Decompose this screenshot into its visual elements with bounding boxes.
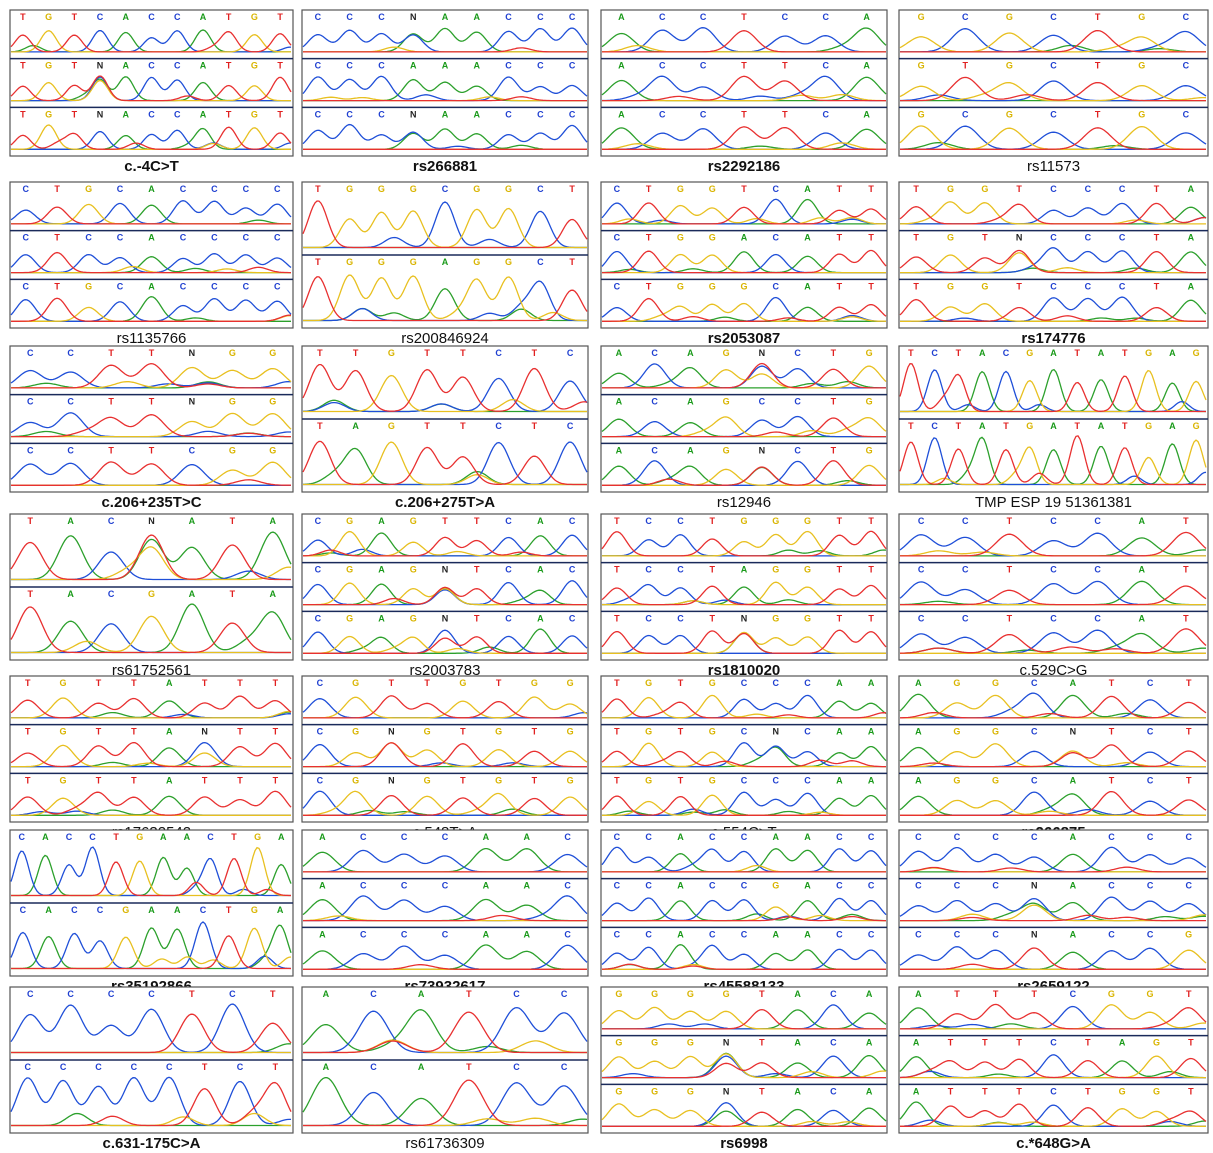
chromatogram-panel: AGGCATCTAGGCNTCTAGGCATCTrs266875 xyxy=(899,676,1208,841)
variant-label: rs6998 xyxy=(720,1135,768,1152)
panel-frame xyxy=(10,676,293,822)
variant-label: rs11573 xyxy=(1027,158,1080,175)
figure: TGTCACCATGTTGTNACCATGTTGTNACCATGTc.-4C>T… xyxy=(0,0,1213,1153)
chromatogram-panel: TCTACGATATGAGTCTATGATATGAGTMP ESP 19 513… xyxy=(899,346,1208,511)
variant-label: c.206+235T>C xyxy=(101,494,201,511)
variant-label: rs200846924 xyxy=(401,330,489,347)
panel-frame xyxy=(601,987,887,1133)
chromatogram-panel: CCCCACCCCCCNACCCCCCNACCGrs2659122 xyxy=(899,830,1208,995)
variant-label: rs61736309 xyxy=(405,1135,484,1152)
panel-frame xyxy=(899,676,1208,822)
variant-label: TMP ESP 19 51361381 xyxy=(975,494,1132,511)
variant-label: rs266881 xyxy=(413,158,477,175)
chromatogram-panel: GGGGTACAGGGNTACAGGGNTACArs6998 xyxy=(601,987,887,1152)
panel-frame xyxy=(899,987,1208,1133)
variant-label: rs2053087 xyxy=(708,330,781,347)
chromatogram-panel: TGGGCGGCTTGGGAGGCTrs200846924 xyxy=(302,182,588,347)
chromatogram-panel: CTGCACCCCCTCCACCCCCTGCACCCCrs1135766 xyxy=(10,182,293,347)
variant-label: c.-4C>T xyxy=(124,158,179,175)
chromatogram-panel: CACCTGAACTGACACCGAACTGArs35192866 xyxy=(10,830,293,995)
chromatogram-panel: TTGTTCTCTAGTTCTCc.206+275T>A xyxy=(302,346,588,511)
variant-label: c.206+275T>A xyxy=(395,494,495,511)
panel-frame xyxy=(899,10,1208,156)
chromatogram-panel: TGTCACCATGTTGTNACCATGTTGTNACCATGTc.-4C>T xyxy=(10,10,293,175)
variant-label: rs2292186 xyxy=(708,158,781,175)
chromatogram-panel: CCTTNGGCCTTNGGCCTTCGGc.206+235T>C xyxy=(10,346,293,511)
panel-frame xyxy=(10,346,293,492)
chromatogram-panel: ACATCCACATCCrs61736309 xyxy=(302,987,588,1152)
variant-label: rs174776 xyxy=(1021,330,1085,347)
variant-label: rs1135766 xyxy=(117,330,187,347)
chromatogram-panel: CCCCTCTCCCCCTCTc.631-175C>A xyxy=(10,987,293,1152)
panel-frame xyxy=(302,676,588,822)
chromatogram-panel: CGTTGTGGCGNGTGTGCGNGTGTGc.548T>A xyxy=(302,676,588,841)
chromatogram-panel: CGAGTTCACCGAGNTCACCGAGNTCACrs2003783 xyxy=(302,514,588,679)
panel-frame xyxy=(899,514,1208,660)
panel-frame xyxy=(601,182,887,328)
chromatogram-panel: CCCNAACCCCCCAAACCCCCCNAACCCrs266881 xyxy=(302,10,588,175)
variant-label: c.*648G>A xyxy=(1016,1135,1091,1152)
chromatogram-panel: ACCCAACACCCAACACCCAACrs73932617 xyxy=(302,830,588,995)
panel-frame xyxy=(601,10,887,156)
chromatogram-panel: TACNATATACGATArs61752561 xyxy=(10,514,293,679)
chromatogram-panel: CTGGTCATTCTGGACATTCTGGGCATTrs2053087 xyxy=(601,182,887,347)
chromatogram-panel: TGTGCCCAATGTGCNCAATGTGCCCAAc.554C>T xyxy=(601,676,887,841)
panel-frame xyxy=(302,830,588,976)
chromatogram-panel: CCACCAACCCCACCGACCCCACCAACCrs45588133 xyxy=(601,830,887,995)
variant-label: rs12946 xyxy=(717,494,771,511)
chromatogram-panel: TCCTGGGTTTCCTAGGTTTCCTNGGTTrs1810020 xyxy=(601,514,887,679)
chromatogram-panel: TGTTATTTTGTTANTTTGTTATTTrs17632542 xyxy=(10,676,293,841)
chromatogram-panel: TGGTCCCTATGTNCCCTATGGTCCCTArs174776 xyxy=(899,182,1208,347)
variant-label: c.631-175C>A xyxy=(103,1135,201,1152)
